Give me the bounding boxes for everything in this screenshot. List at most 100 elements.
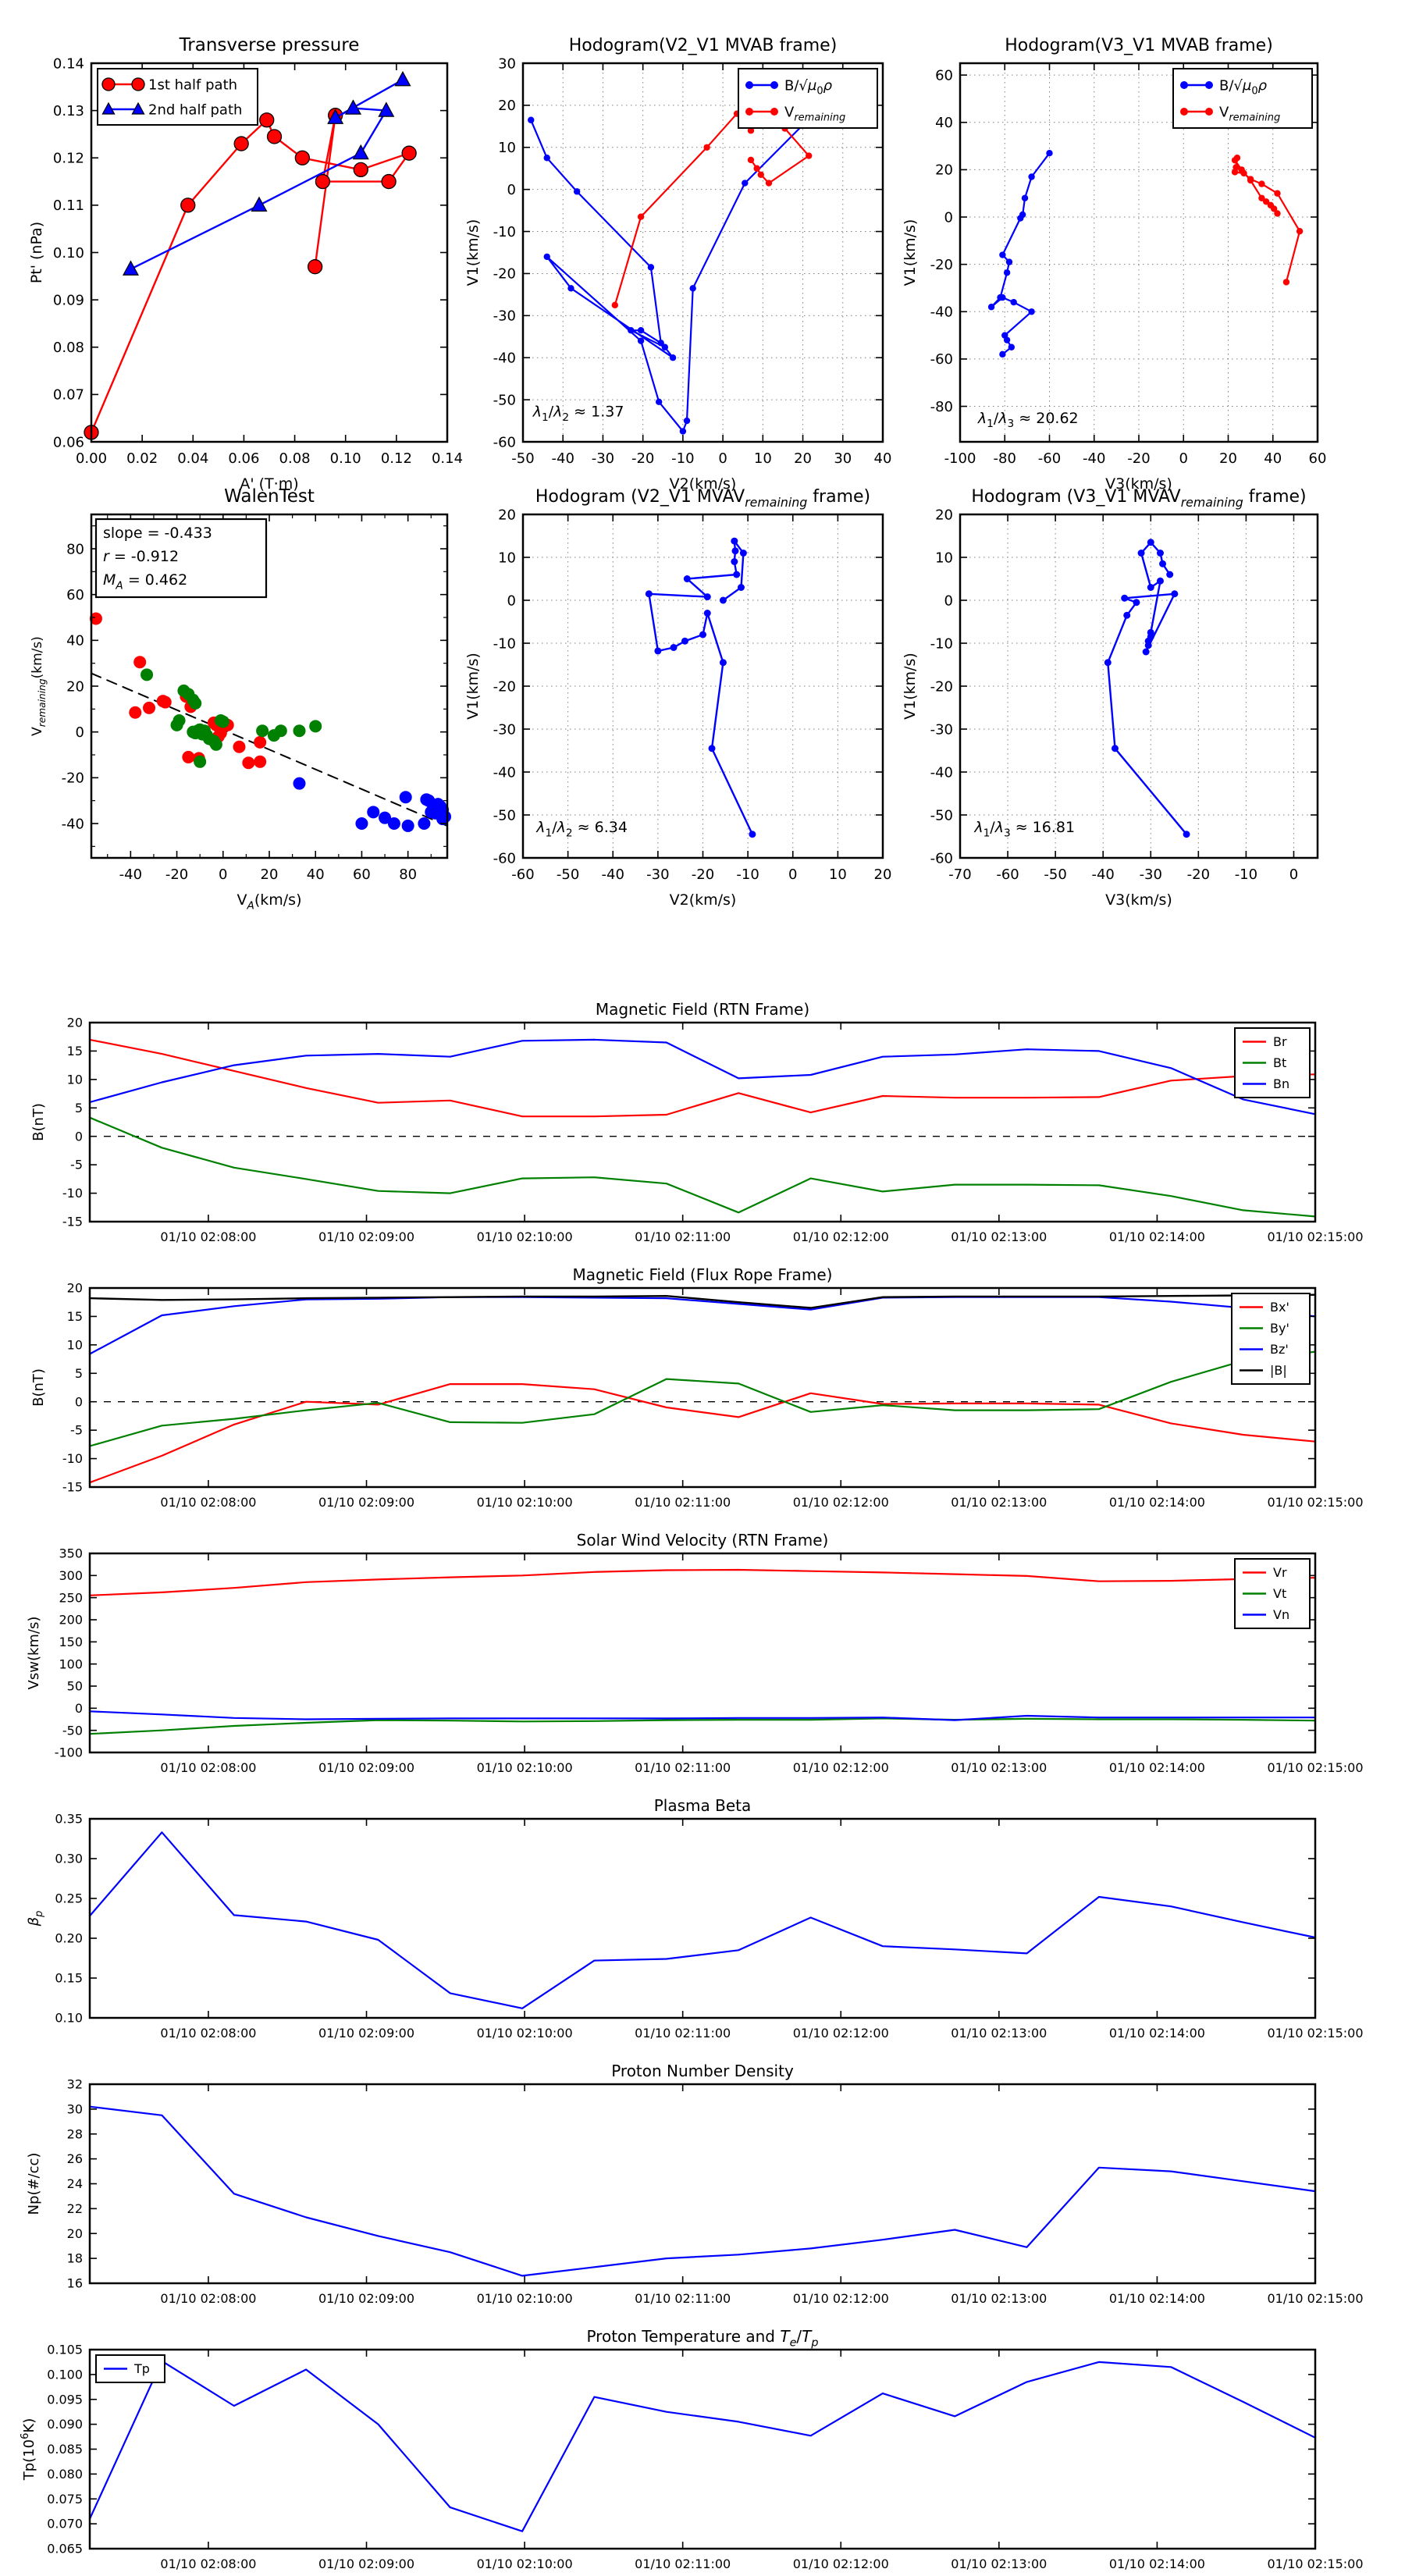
chart-walen-test: -40 -20 0 20 40 60 80 -40 -20 0 20 40 60 80 WalenTest V… [30, 486, 452, 912]
y-tick-label: 0.30 [55, 1852, 83, 1866]
x-tick-label: -50 [1044, 866, 1066, 883]
y-tick-label: 0.095 [47, 2392, 83, 2407]
dot-marker [1205, 81, 1213, 89]
dot-marker [637, 213, 645, 220]
x-tick-label: -30 [592, 450, 614, 467]
y-tick-label: 0.07 [53, 387, 84, 404]
x-tick-label: -60 [1038, 450, 1061, 467]
y-tick-label: 150 [59, 1635, 83, 1649]
y-tick-label: 0.06 [53, 434, 84, 450]
dot-marker [129, 706, 142, 719]
dot-marker [999, 251, 1006, 258]
legend-box [97, 68, 258, 126]
x-tick-label: 0.12 [381, 450, 412, 467]
dot-marker [182, 750, 195, 763]
dot-marker [1183, 831, 1190, 838]
dot-marker [1232, 164, 1240, 171]
triangle-marker [344, 99, 361, 115]
dot-marker [1017, 215, 1024, 222]
y-tick-label: 0 [76, 724, 84, 741]
circle-marker [266, 129, 283, 144]
stats-line: r = -0.912 [103, 548, 179, 565]
x-tick-label: 01/10 02:13:00 [951, 1229, 1047, 1244]
y-tick-label: 0.11 [53, 197, 84, 214]
y-tick-label: 0 [507, 592, 516, 609]
y-tick-label: 0.075 [47, 2492, 83, 2507]
dot-marker [401, 819, 414, 832]
x-tick-label: -70 [948, 866, 971, 883]
chart-hodogram-v2v1-mvab: -50 -40 -30 -20 -10 0 10 20 30 40-60-50-40-30-20-… [464, 36, 891, 493]
circle-marker [353, 162, 368, 178]
y-tick-label: 0.09 [53, 292, 84, 308]
y-tick-label: 60 [66, 587, 84, 603]
dot-marker [745, 81, 753, 89]
dot-marker [708, 745, 716, 753]
dot-marker [1156, 577, 1164, 585]
y-tick-label: -10 [930, 635, 953, 652]
dot-marker [233, 740, 246, 753]
dot-marker [89, 612, 102, 625]
y-tick-label: 0.25 [55, 1891, 83, 1906]
legend-label: |B| [1270, 1363, 1287, 1378]
y-tick-label: 80 [66, 541, 84, 557]
series-Np-line [88, 2105, 1317, 2277]
x-tick-label: 01/10 02:08:00 [160, 1495, 256, 1510]
legend-label: 2nd half path [148, 101, 242, 118]
x-tick-label: 01/10 02:11:00 [635, 2026, 731, 2041]
dot-marker [543, 155, 550, 162]
x-tick-label: 01/10 02:12:00 [793, 2026, 889, 2041]
x-axis-label: V2(km/s) [670, 475, 737, 493]
circle-marker [180, 197, 196, 213]
dot-marker [1003, 336, 1011, 343]
dot-marker [573, 188, 581, 195]
dot-marker [140, 668, 154, 681]
x-tick-label: 40 [874, 450, 892, 467]
chart-magnetic-field-rtn: 01/10 02:08:00 01/10 02:09:00 01/10 02:10:… [30, 1000, 1364, 1244]
x-tick-label: 01/10 02:10:00 [477, 1760, 573, 1775]
x-axis-label: V2(km/s) [670, 891, 737, 909]
x-tick-label: 01/10 02:15:00 [1267, 2291, 1363, 2306]
x-tick-label: -20 [1187, 866, 1210, 883]
y-tick-label: 40 [66, 633, 84, 649]
y-tick-label: -50 [930, 807, 953, 824]
dot-marker [645, 590, 653, 598]
chart-title: Proton Number Density [611, 2062, 794, 2080]
y-tick-label: 100 [59, 1656, 83, 1671]
x-tick-label: 01/10 02:10:00 [477, 1495, 573, 1510]
y-tick-label: 15 [67, 1309, 83, 1324]
x-tick-label: 60 [1309, 450, 1327, 467]
y-axis-label: V1(km/s) [464, 653, 482, 720]
legend-label: Vn [1273, 1607, 1289, 1622]
dot-marker [1270, 205, 1278, 212]
legend-label: Vremaining [1219, 104, 1280, 123]
series-1st-half-path-line [90, 114, 411, 434]
y-tick-label: -30 [493, 308, 516, 325]
legend-label: B/√μ0ρ [784, 77, 833, 97]
triangle-marker [101, 101, 116, 115]
x-tick-label: -100 [944, 450, 976, 467]
circle-marker [401, 145, 417, 161]
dot-marker [1238, 166, 1245, 173]
circle-marker [315, 173, 331, 190]
x-tick-label: 20 [261, 866, 279, 883]
y-tick-label: 16 [67, 2276, 83, 2291]
y-tick-label: 20 [935, 162, 953, 179]
series-Bt-line [88, 1116, 1317, 1218]
dot-marker [1147, 584, 1154, 591]
y-tick-label: 20 [67, 1281, 83, 1296]
dot-marker [757, 171, 764, 179]
stats-line: MA = 0.462 [103, 571, 187, 592]
x-tick-label: 01/10 02:14:00 [1109, 1495, 1205, 1510]
legend-label: By' [1270, 1321, 1289, 1336]
dot-marker [1171, 590, 1179, 598]
x-axis-label: VA(km/s) [237, 891, 301, 912]
series-B-alfven-markers [987, 149, 1053, 358]
x-tick-label: 20 [794, 450, 812, 467]
chart-title: Hodogram (V3_V1 MVAVremaining frame) [971, 487, 1306, 510]
dot-marker [999, 294, 1006, 301]
dot-marker [661, 343, 669, 350]
y-tick-label: -40 [930, 304, 953, 321]
lambda-annotation: λ1/λ2 ≈ 6.34 [535, 819, 628, 839]
dot-marker [681, 637, 688, 645]
